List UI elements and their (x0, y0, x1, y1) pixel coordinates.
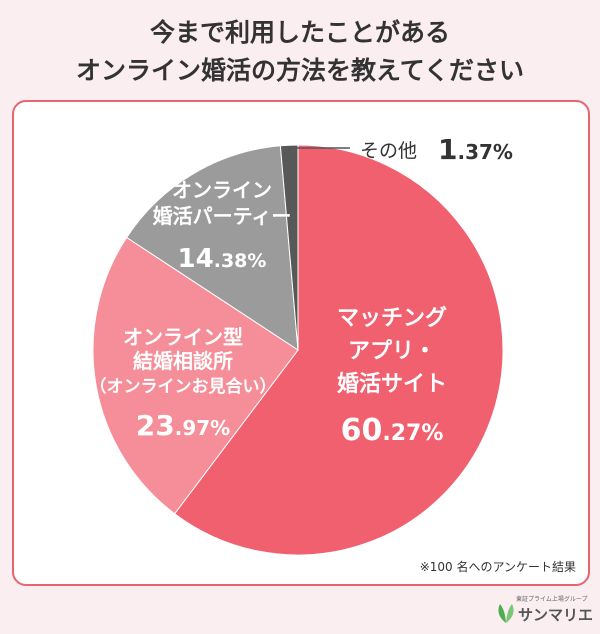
slice-value-3: 1.37% (438, 133, 513, 166)
slice-label-1-line-2: （オンラインお見合い） (90, 376, 277, 397)
leaf-icon (498, 604, 514, 623)
logo-name: サンマリエ (518, 606, 594, 624)
slice-label-1-line-1: 結婚相談所 (133, 349, 233, 373)
pie-slice-0 (173, 144, 504, 556)
slice-value-1: 23.97% (136, 409, 230, 442)
title-line-2: オンライン婚活の方法を教えてください (75, 56, 524, 85)
page-title: 今まで利用したことがある オンライン婚活の方法を教えてください (0, 14, 600, 90)
slice-value-2: 14.38% (178, 244, 267, 274)
survey-footnote: ※100 名へのアンケート結果 (419, 560, 576, 574)
brand-logo: 東証プライム上場グループ サンマリエ (496, 594, 594, 630)
slice-leader-line-3 (288, 147, 350, 152)
logo-tagline: 東証プライム上場グループ (516, 596, 588, 603)
title-line-1: 今まで利用したことがある (149, 18, 450, 47)
slice-label-0-line-0: マッチング (337, 305, 447, 331)
slice-label-1-line-0: オンライン型 (123, 325, 243, 349)
slice-label-2-line-0: オンライン (172, 178, 272, 202)
slice-value-0: 60.27% (341, 413, 444, 448)
pie-slices (92, 144, 504, 556)
slice-label-2-line-1: 婚活パーティー (153, 204, 292, 228)
slice-label-0-line-1: アプリ・ (348, 339, 436, 364)
pie-slice-1 (92, 236, 299, 515)
pie-slice-2 (125, 145, 299, 351)
pie-slice-3 (279, 144, 299, 351)
slice-label-0-line-2: 婚活サイト (337, 371, 447, 397)
slice-label-3-line-0: その他 (360, 140, 417, 162)
